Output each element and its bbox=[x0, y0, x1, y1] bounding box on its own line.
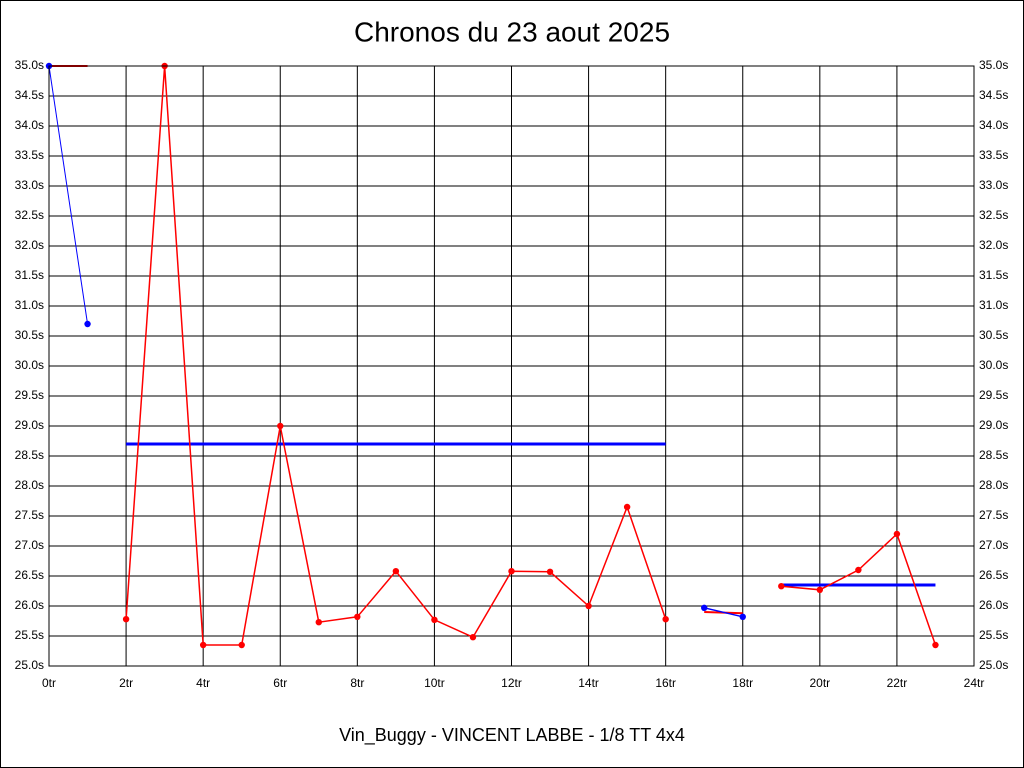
point bbox=[662, 616, 669, 623]
x-tick-label: 16tr bbox=[655, 676, 676, 690]
y-tick-label: 27.5s bbox=[15, 508, 44, 522]
y2-tick-label: 34.5s bbox=[979, 88, 1008, 102]
y-tick-label: 35.0s bbox=[15, 58, 44, 72]
y2-tick-label: 25.0s bbox=[979, 658, 1008, 672]
y-tick-label: 27.0s bbox=[15, 538, 44, 552]
y-tick-label: 30.0s bbox=[15, 358, 44, 372]
plot-border bbox=[48, 65, 975, 667]
y2-tick-label: 26.0s bbox=[979, 598, 1008, 612]
y2-tick-label: 27.5s bbox=[979, 508, 1008, 522]
series-line bbox=[48, 65, 89, 325]
y-tick-label: 26.5s bbox=[15, 568, 44, 582]
point bbox=[315, 619, 322, 626]
point bbox=[84, 320, 91, 328]
y2-tick-label: 27.0s bbox=[979, 538, 1008, 552]
y-tick-label: 33.0s bbox=[15, 178, 44, 192]
point bbox=[469, 634, 477, 641]
x-tick-label: 20tr bbox=[809, 676, 830, 690]
y2-tick-label: 26.5s bbox=[979, 568, 1008, 582]
y-tick-label: 32.0s bbox=[15, 238, 44, 252]
x-tick-label: 14tr bbox=[578, 676, 599, 690]
x-tick-label: 18tr bbox=[732, 676, 753, 690]
y-tick-label: 34.5s bbox=[15, 88, 44, 102]
x-tick-label: 2tr bbox=[119, 676, 133, 690]
x-tick-label: 8tr bbox=[350, 676, 364, 690]
x-tick-label: 4tr bbox=[196, 676, 210, 690]
x-tick-label: 6tr bbox=[273, 676, 287, 690]
y-tick-label: 25.5s bbox=[15, 628, 44, 642]
y-tick-label: 25.0s bbox=[15, 658, 44, 672]
point bbox=[546, 568, 554, 575]
y-tick-label: 31.0s bbox=[15, 298, 44, 312]
x-tick-label: 10tr bbox=[424, 676, 445, 690]
y2-tick-label: 33.5s bbox=[979, 148, 1008, 162]
x-tick-label: 0tr bbox=[42, 676, 56, 690]
y-tick-label: 30.5s bbox=[15, 328, 44, 342]
y2-tick-label: 32.5s bbox=[979, 208, 1008, 222]
y-tick-label: 31.5s bbox=[15, 268, 44, 282]
y-tick-label: 28.0s bbox=[15, 478, 44, 492]
point bbox=[277, 422, 284, 430]
y2-tick-label: 35.0s bbox=[979, 58, 1008, 72]
y-tick-label: 34.0s bbox=[15, 118, 44, 132]
y2-tick-label: 33.0s bbox=[979, 178, 1008, 192]
y-tick-label: 29.0s bbox=[15, 418, 44, 432]
y2-tick-label: 32.0s bbox=[979, 238, 1008, 252]
point bbox=[893, 530, 901, 538]
point bbox=[739, 613, 746, 620]
point bbox=[816, 586, 824, 593]
y2-tick-label: 28.5s bbox=[979, 448, 1008, 462]
x-tick-label: 22tr bbox=[887, 676, 908, 690]
point bbox=[431, 616, 438, 623]
y2-tick-label: 29.5s bbox=[979, 388, 1008, 402]
y2-tick-label: 34.0s bbox=[979, 118, 1008, 132]
x-tick-label: 24tr bbox=[964, 676, 985, 690]
point bbox=[392, 568, 400, 575]
y2-tick-label: 30.0s bbox=[979, 358, 1008, 372]
point bbox=[932, 641, 939, 649]
point bbox=[701, 604, 708, 611]
point bbox=[508, 568, 515, 575]
y2-tick-label: 31.5s bbox=[979, 268, 1008, 282]
point bbox=[354, 613, 361, 620]
point bbox=[778, 583, 785, 590]
y-tick-label: 33.5s bbox=[15, 148, 44, 162]
y2-tick-label: 31.0s bbox=[979, 298, 1008, 312]
y2-tick-label: 25.5s bbox=[979, 628, 1008, 642]
y-tick-label: 26.0s bbox=[15, 598, 44, 612]
y-tick-label: 28.5s bbox=[15, 448, 44, 462]
y-tick-label: 32.5s bbox=[15, 208, 44, 222]
chart-title: Chronos du 23 aout 2025 bbox=[354, 16, 670, 47]
series-line bbox=[704, 607, 743, 618]
x-tick-label: 12tr bbox=[501, 676, 522, 690]
x-axis-title: Vin_Buggy - VINCENT LABBE - 1/8 TT 4x4 bbox=[339, 725, 685, 746]
point bbox=[122, 616, 130, 623]
point bbox=[238, 641, 245, 649]
y2-tick-label: 29.0s bbox=[979, 418, 1008, 432]
point bbox=[855, 566, 862, 574]
point bbox=[623, 503, 631, 511]
y2-tick-label: 30.5s bbox=[979, 328, 1008, 342]
point bbox=[585, 602, 592, 610]
y2-tick-label: 28.0s bbox=[979, 478, 1008, 492]
point bbox=[199, 641, 207, 649]
y-tick-label: 29.5s bbox=[15, 388, 44, 402]
